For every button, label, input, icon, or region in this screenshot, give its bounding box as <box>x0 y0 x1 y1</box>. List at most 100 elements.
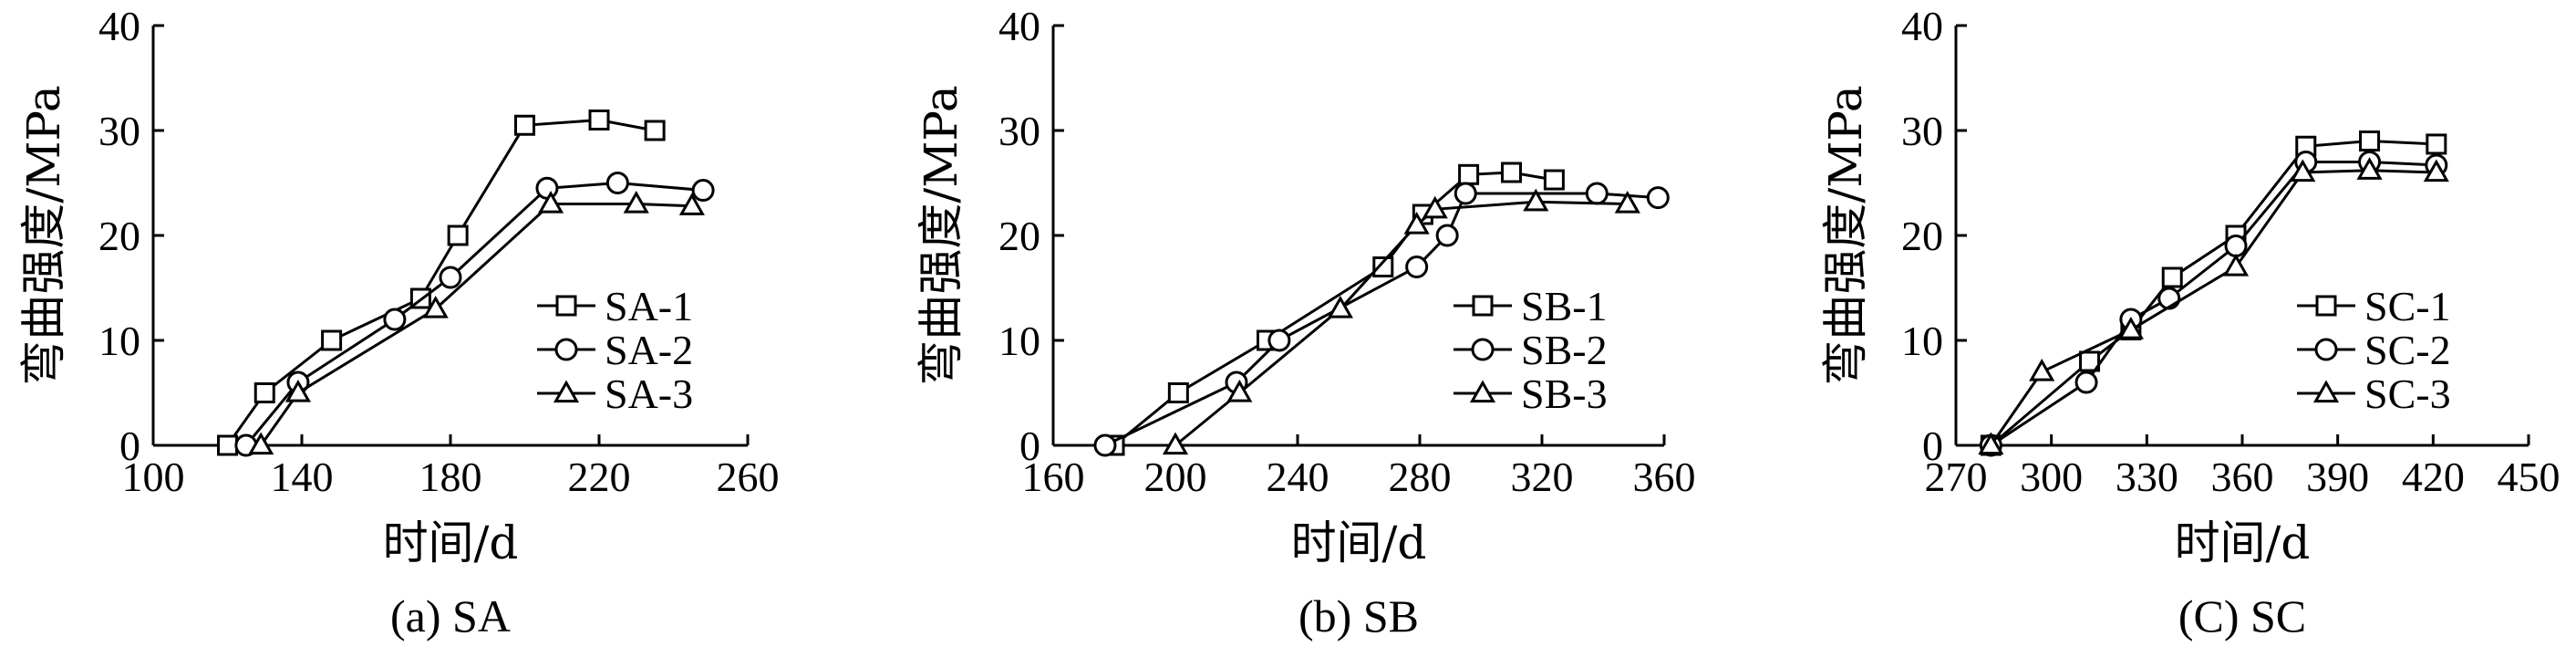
data-point-triangle <box>1162 432 1189 455</box>
data-point-triangle <box>678 193 705 215</box>
legend-marker-triangle <box>553 380 580 403</box>
y-tick-label: 40 <box>98 3 140 49</box>
y-tick-label: 30 <box>1901 108 1943 154</box>
data-point-circle <box>535 176 559 200</box>
data-point-square <box>1167 382 1189 403</box>
data-point-triangle <box>1226 379 1253 402</box>
x-tick-label: 160 <box>1022 454 1085 500</box>
data-point-circle <box>2224 235 2248 257</box>
data-point-square <box>253 382 275 403</box>
data-point-triangle <box>2117 316 2144 339</box>
data-point-square <box>2359 130 2381 151</box>
data-point-triangle <box>2222 253 2250 277</box>
series-sc-3 <box>1978 157 2449 455</box>
x-tick-label: 220 <box>568 454 631 500</box>
data-point-circle <box>605 172 629 194</box>
x-axis-label: 时间/d <box>1291 517 1427 569</box>
legend-label: SA-1 <box>605 283 693 329</box>
data-point-square <box>1501 162 1522 183</box>
legend-marker-triangle <box>2312 380 2340 403</box>
x-tick-label: 360 <box>1633 454 1696 500</box>
legend-entry-sa-3: SA-3 <box>537 370 693 417</box>
data-point-triangle <box>1523 188 1549 212</box>
y-tick-label: 10 <box>98 318 140 364</box>
chart-panel-1: 0 10 20 30 40 100 140 180 220 260 时间/d 弯曲强度/MPa (a) … <box>17 3 780 642</box>
x-tick-label: 450 <box>2498 454 2560 500</box>
x-tick-label: 180 <box>419 454 482 500</box>
x-tick-label: 390 <box>2306 454 2369 500</box>
data-point-circle <box>439 266 462 289</box>
data-point-circle <box>1267 329 1291 352</box>
y-tick-label: 10 <box>1901 318 1943 364</box>
data-point-circle <box>1405 256 1429 278</box>
data-point-square <box>514 114 535 136</box>
chart-panel-2: 0 10 20 30 40 160 200 240 280 320 360 时间/d 弯曲强度/MPa (… <box>915 3 1696 642</box>
data-point-circle <box>691 179 715 203</box>
series-sa-1 <box>217 110 666 456</box>
data-point-square <box>321 329 343 351</box>
legend-marker-circle <box>554 338 578 361</box>
x-tick-label: 100 <box>122 454 185 500</box>
data-point-triangle <box>422 295 449 318</box>
legend-label: SA-3 <box>605 370 693 417</box>
x-tick-label: 260 <box>717 454 780 500</box>
data-point-circle <box>1435 224 1459 247</box>
x-tick-label: 280 <box>1389 454 1452 500</box>
data-point-triangle <box>537 190 564 214</box>
legend-label: SB-1 <box>1521 283 1608 329</box>
legend-label: SA-2 <box>605 327 693 373</box>
legend-label: SB-3 <box>1521 370 1608 417</box>
legend-entry-sc-2: SC-2 <box>2297 327 2451 373</box>
data-point-circle <box>1093 433 1117 457</box>
data-point-triangle <box>248 432 274 455</box>
legend-entry-sb-1: SB-1 <box>1454 283 1608 329</box>
y-tick-label: 30 <box>998 108 1040 154</box>
data-point-triangle <box>2290 159 2316 183</box>
data-point-circle <box>2074 370 2098 394</box>
data-point-square <box>217 434 238 456</box>
data-point-triangle <box>2423 159 2449 183</box>
x-tick-label: 320 <box>1511 454 1574 500</box>
x-tick-label: 360 <box>2211 454 2274 500</box>
x-tick-label: 240 <box>1267 454 1329 500</box>
y-tick-label: 0 <box>1019 423 1040 469</box>
data-point-square <box>1372 256 1394 277</box>
y-axis-label: 弯曲强度/MPa <box>17 85 70 385</box>
legend-marker-circle <box>2314 338 2338 361</box>
legend-entry-sa-2: SA-2 <box>537 327 693 373</box>
x-tick-label: 200 <box>1144 454 1207 500</box>
legend-marker-square <box>1472 295 1494 317</box>
x-tick-label: 420 <box>2402 454 2465 500</box>
data-point-triangle <box>1422 195 1448 219</box>
legend-entry-sa-1: SA-1 <box>537 283 693 329</box>
data-point-circle <box>1646 186 1670 210</box>
data-point-triangle <box>1403 211 1430 235</box>
y-tick-label: 30 <box>98 108 140 154</box>
y-axis-label: 弯曲强度/MPa <box>1819 85 1872 385</box>
y-tick-label: 20 <box>98 213 140 259</box>
legend-label: SC-3 <box>2364 370 2451 417</box>
series-line <box>226 118 656 446</box>
y-tick-label: 0 <box>119 423 140 469</box>
data-point-circle <box>1454 182 1477 205</box>
data-point-square <box>447 224 469 246</box>
y-tick-label: 40 <box>1901 3 1943 49</box>
data-point-triangle <box>623 190 649 214</box>
legend-marker-triangle <box>1469 380 1496 403</box>
data-point-triangle <box>284 379 312 402</box>
data-point-square <box>1543 169 1565 191</box>
y-tick-label: 40 <box>998 3 1040 49</box>
legend-marker-square <box>2315 295 2337 317</box>
legend-entry-sb-3: SB-3 <box>1454 370 1608 417</box>
series-sa-3 <box>248 190 705 455</box>
legend-label: SC-1 <box>2364 283 2451 329</box>
data-point-triangle <box>1978 432 2004 455</box>
legend-marker-square <box>555 295 577 317</box>
x-axis-label: 时间/d <box>2175 517 2311 569</box>
x-tick-label: 140 <box>271 454 334 500</box>
data-point-circle <box>383 308 407 331</box>
x-tick-label: 330 <box>2116 454 2178 500</box>
chart-panel-3: 0 10 20 30 40 270 300 330 360 390 420 450 时间/d 弯曲强度/M… <box>1819 3 2560 642</box>
data-point-triangle <box>2356 157 2383 180</box>
